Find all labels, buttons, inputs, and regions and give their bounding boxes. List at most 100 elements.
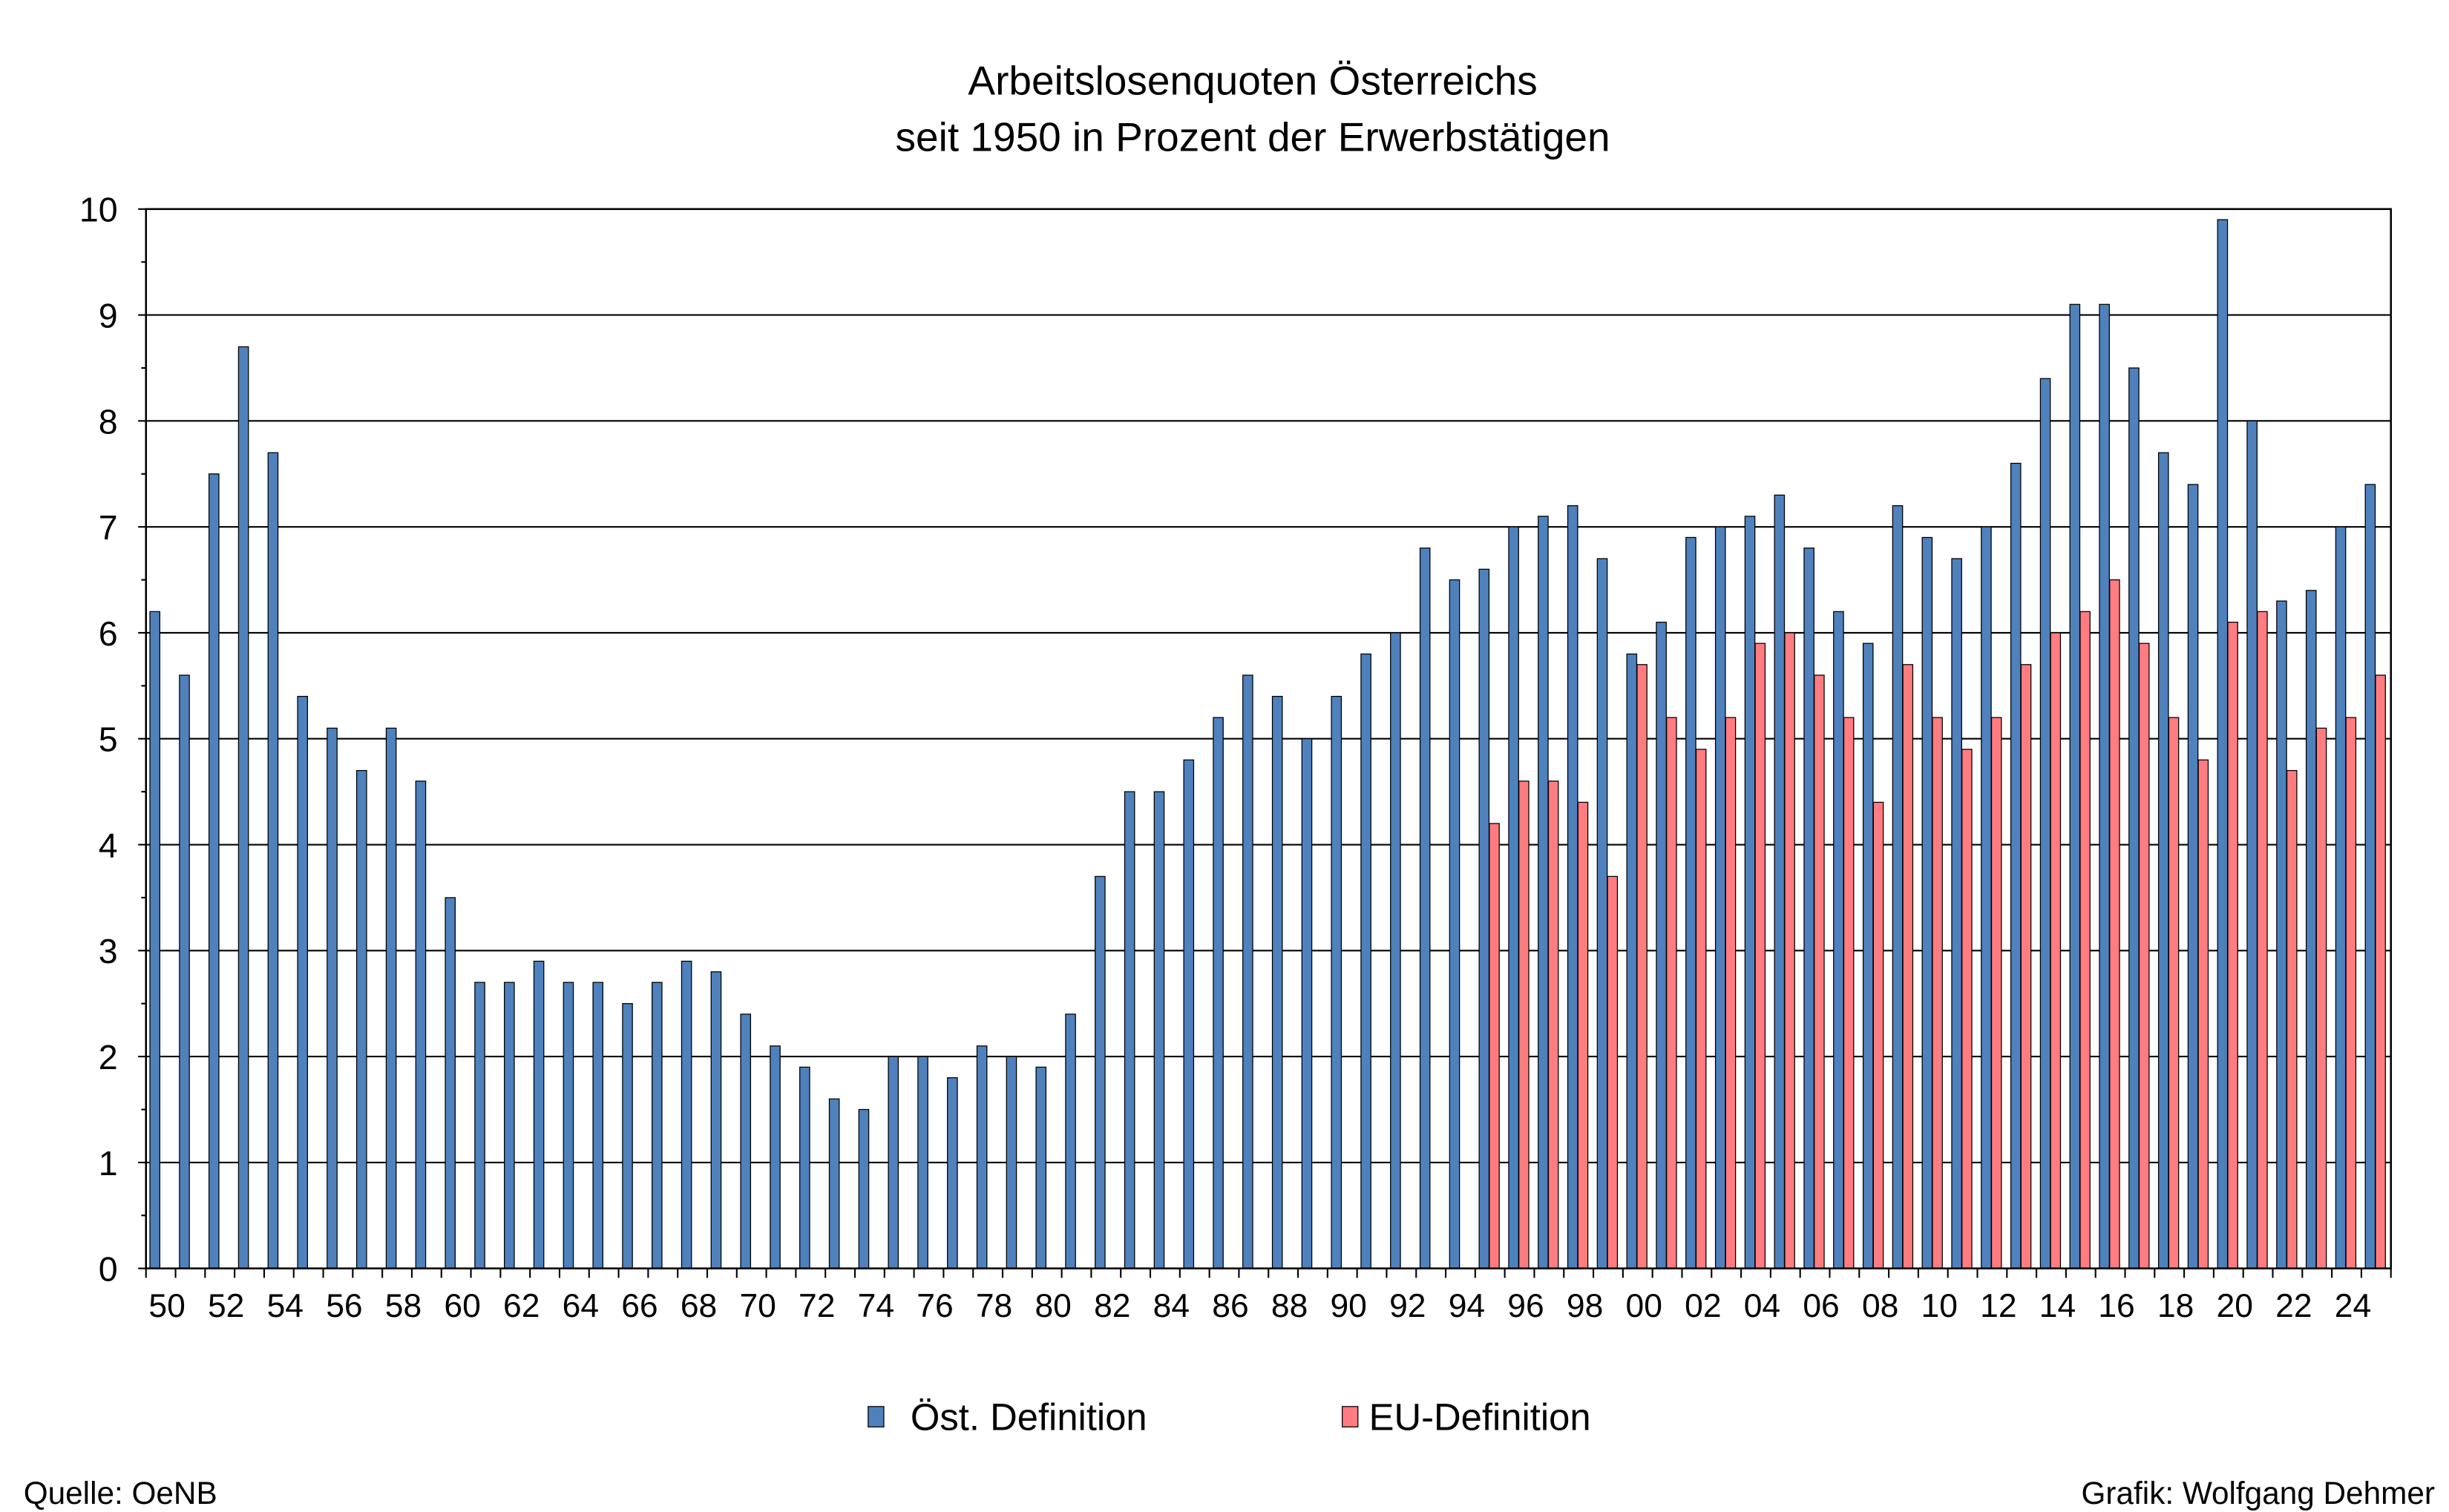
- y-tick-label: 9: [99, 296, 118, 335]
- legend-label-oest: Öst. Definition: [911, 1396, 1147, 1439]
- bar-oest: [1331, 695, 1342, 1269]
- x-tick-label: 52: [208, 1288, 244, 1324]
- bar-oest: [681, 960, 692, 1269]
- x-tick-label: 54: [267, 1288, 304, 1324]
- bar-oest: [1803, 548, 1814, 1269]
- y-tick-label: 4: [99, 826, 118, 864]
- bar-eu: [2050, 632, 2062, 1269]
- x-tick-label: 60: [444, 1288, 480, 1324]
- bar-oest: [1213, 717, 1224, 1269]
- bar-oest: [2099, 303, 2110, 1269]
- bar-eu: [1636, 664, 1648, 1269]
- bar-oest: [2039, 378, 2051, 1269]
- x-tick-label: 74: [858, 1288, 894, 1324]
- bar-oest: [1242, 674, 1253, 1269]
- bar-oest: [799, 1066, 810, 1269]
- bar-oest: [1921, 536, 1933, 1269]
- bar-oest: [1685, 536, 1696, 1269]
- bar-oest: [385, 727, 397, 1269]
- x-tick-label: 04: [1744, 1288, 1780, 1324]
- bar-eu: [2020, 664, 2032, 1269]
- bar-oest: [947, 1077, 958, 1269]
- bar-oest: [179, 674, 190, 1269]
- x-tick-label: 18: [2157, 1288, 2194, 1324]
- bar-oest: [1538, 516, 1549, 1269]
- bar-oest: [1390, 632, 1401, 1269]
- x-tick-label: 02: [1685, 1288, 1721, 1324]
- bar-oest: [267, 452, 279, 1269]
- x-tick-label: 96: [1507, 1288, 1544, 1324]
- bar-eu: [1784, 632, 1795, 1269]
- x-tick-label: 98: [1567, 1288, 1603, 1324]
- bar-oest: [1567, 504, 1578, 1269]
- bar-oest: [1478, 568, 1490, 1269]
- bar-oest: [1183, 759, 1195, 1269]
- bar-eu: [1666, 717, 1677, 1269]
- x-tick-label: 12: [1980, 1288, 2016, 1324]
- credit-note: Grafik: Wolfgang Dehmer: [2082, 1476, 2435, 1511]
- bar-eu: [2168, 717, 2180, 1269]
- bar-oest: [1153, 791, 1165, 1269]
- bar-oest: [1301, 738, 1313, 1269]
- bar-oest: [563, 982, 574, 1269]
- bar-oest: [2246, 420, 2258, 1269]
- x-tick-label: 20: [2217, 1288, 2253, 1324]
- bar-oest: [533, 960, 545, 1269]
- x-tick-label: 24: [2335, 1288, 2371, 1324]
- y-tick-label: 0: [99, 1250, 118, 1289]
- bar-eu: [1990, 717, 2002, 1269]
- bar-eu: [1932, 717, 1943, 1269]
- bar-eu: [1814, 674, 1825, 1269]
- y-tick-label: 5: [99, 720, 118, 759]
- bar-oest: [1656, 622, 1667, 1269]
- bar-oest: [1774, 494, 1786, 1269]
- bar-oest: [1095, 875, 1106, 1269]
- chart-title: Arbeitslosenquoten Österreichs: [968, 57, 1537, 103]
- bar-eu: [2257, 611, 2268, 1269]
- bar-eu: [1695, 749, 1707, 1269]
- source-note: Quelle: OeNB: [24, 1476, 217, 1511]
- bar-oest: [1124, 791, 1135, 1269]
- bar-oest: [1035, 1066, 1047, 1269]
- bar-oest: [149, 611, 160, 1269]
- x-tick-label: 72: [799, 1288, 835, 1324]
- y-tick-label: 6: [99, 614, 118, 653]
- bar-oest: [1271, 695, 1283, 1269]
- bar-oest: [1892, 504, 1904, 1269]
- bar-oest: [1714, 526, 1726, 1269]
- bar-oest: [1419, 548, 1431, 1269]
- bar-oest: [415, 780, 427, 1269]
- bar-oest: [504, 982, 515, 1269]
- bar-eu: [1607, 875, 1619, 1269]
- x-tick-label: 10: [1921, 1288, 1958, 1324]
- bar-oest: [1596, 558, 1608, 1269]
- bar-eu: [1843, 717, 1855, 1269]
- bar-oest: [1626, 653, 1638, 1269]
- axes: [138, 208, 2392, 1278]
- x-tick-label: 66: [621, 1288, 658, 1324]
- x-tick-label: 70: [739, 1288, 776, 1324]
- x-tick-label: 62: [503, 1288, 540, 1324]
- y-tick-label: 1: [99, 1144, 118, 1183]
- bar-oest: [327, 727, 338, 1269]
- x-tick-label: 84: [1153, 1288, 1190, 1324]
- x-tick-label: 90: [1330, 1288, 1366, 1324]
- x-tick-label: 56: [326, 1288, 362, 1324]
- bar-eu: [1577, 801, 1589, 1269]
- x-tick-label: 86: [1212, 1288, 1248, 1324]
- bar-oest: [2276, 600, 2287, 1269]
- bar-eu: [1489, 823, 1500, 1269]
- y-tick-label: 10: [79, 191, 118, 229]
- bar-oest: [592, 982, 604, 1269]
- x-tick-label: 06: [1803, 1288, 1839, 1324]
- bar-eu: [2109, 579, 2120, 1269]
- bar-oest: [2335, 526, 2347, 1269]
- bar-oest: [2187, 484, 2199, 1269]
- legend: Öst. Definition EU-Definition: [868, 1396, 1591, 1439]
- bar-oest: [474, 982, 485, 1269]
- bar-oest: [1065, 1013, 1076, 1269]
- bar-oest: [2128, 367, 2140, 1269]
- bar-eu: [2227, 622, 2238, 1269]
- y-tick-label: 3: [99, 932, 118, 970]
- bar-oest: [445, 897, 456, 1269]
